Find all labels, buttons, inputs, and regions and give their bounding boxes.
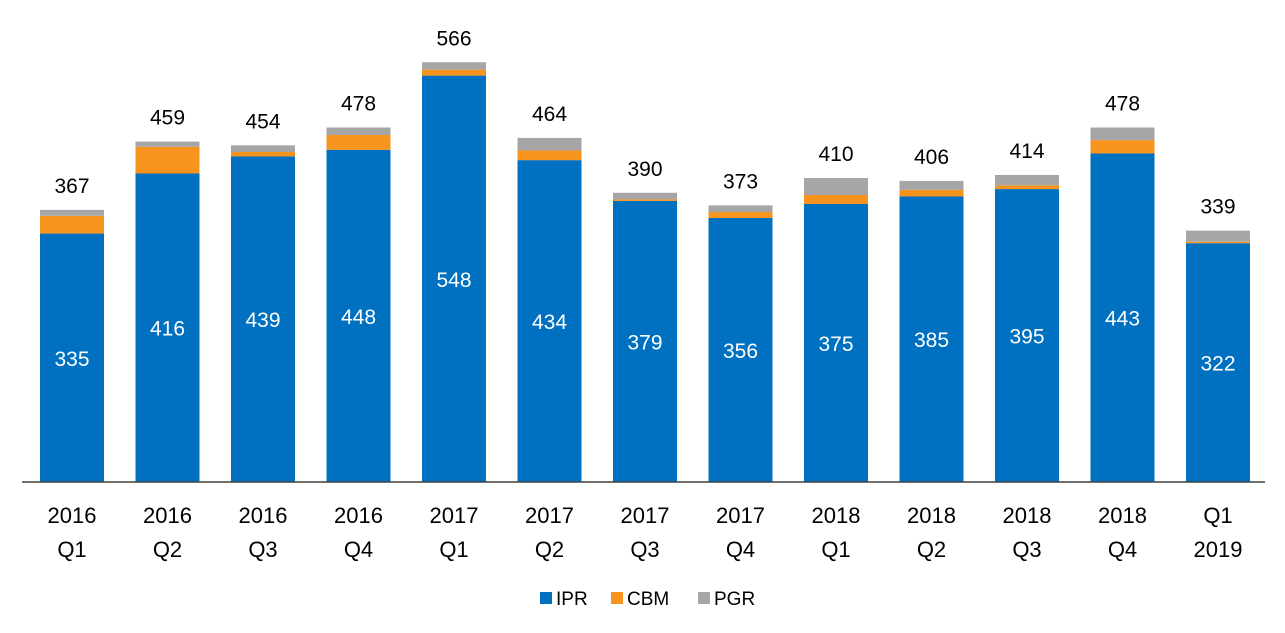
bar-segment-cbm — [613, 199, 677, 200]
total-value-label: 339 — [1200, 196, 1235, 219]
x-tick-label-line1: 2017 — [525, 503, 574, 528]
bar-segment-pgr — [40, 210, 104, 216]
segment-value-label: 548 — [436, 269, 471, 292]
x-tick-label-line2: Q4 — [726, 537, 755, 562]
x-tick-label-line1: 2016 — [48, 503, 97, 528]
total-value-label: 367 — [54, 175, 89, 198]
x-tick-label-line2: Q2 — [535, 537, 564, 562]
bar-segment-pgr — [1091, 128, 1155, 141]
segment-value-label: 443 — [1105, 308, 1140, 331]
total-value-label: 478 — [1105, 93, 1140, 116]
x-tick-label-line1: 2018 — [907, 503, 956, 528]
bar-segment-cbm — [422, 70, 486, 76]
x-tick-label-line2: Q2 — [153, 537, 182, 562]
x-tick-label-line2: Q3 — [630, 537, 659, 562]
segment-value-label: 434 — [532, 311, 567, 334]
total-value-label: 406 — [914, 146, 949, 169]
bar-segment-pgr — [709, 205, 773, 212]
bar-segment-cbm — [1091, 140, 1155, 153]
bar-segment-pgr — [327, 128, 391, 135]
x-tick-label-line2: Q1 — [439, 537, 468, 562]
legend-swatch-ipr — [540, 592, 552, 604]
x-tick-label-line2: Q3 — [248, 537, 277, 562]
legend-label-cbm: CBM — [627, 589, 669, 610]
x-tick-label-line1: 2016 — [239, 503, 288, 528]
x-tick-label-line2: Q4 — [1108, 537, 1137, 562]
x-tick-label-line1: 2018 — [812, 503, 861, 528]
segment-value-label: 335 — [54, 348, 89, 371]
legend-swatch-pgr — [698, 592, 710, 604]
bar-segment-pgr — [422, 62, 486, 69]
total-value-label: 414 — [1009, 140, 1044, 163]
segment-value-label: 395 — [1009, 326, 1044, 349]
segment-value-label: 356 — [723, 340, 758, 363]
total-value-label: 566 — [436, 27, 471, 50]
bar-segment-pgr — [231, 145, 295, 152]
legend-label-pgr: PGR — [714, 589, 755, 610]
x-tick-label-line2: 2019 — [1194, 537, 1243, 562]
bar-segment-cbm — [995, 185, 1059, 189]
bar-segment-pgr — [613, 193, 677, 200]
bar-segment-cbm — [900, 190, 964, 197]
x-tick-label-line2: Q2 — [917, 537, 946, 562]
x-tick-label-line2: Q3 — [1012, 537, 1041, 562]
bar-segment-cbm — [327, 135, 391, 150]
x-tick-label-line1: 2017 — [430, 503, 479, 528]
bar-segment-cbm — [1186, 242, 1250, 243]
x-tick-label-line1: Q1 — [1203, 503, 1232, 528]
total-value-label: 410 — [818, 143, 853, 166]
segment-value-label: 379 — [627, 331, 662, 354]
bar-segment-pgr — [995, 175, 1059, 185]
bars-layer — [40, 62, 1250, 482]
x-tick-label-line1: 2017 — [621, 503, 670, 528]
total-value-label: 464 — [532, 103, 567, 126]
segment-value-label: 448 — [341, 306, 376, 329]
bar-segment-cbm — [231, 152, 295, 156]
x-tick-label-line2: Q1 — [57, 537, 86, 562]
segment-value-label: 385 — [914, 329, 949, 352]
bar-segment-pgr — [518, 138, 582, 151]
total-value-label: 454 — [245, 110, 280, 133]
bar-segment-cbm — [518, 151, 582, 161]
x-tick-label-line1: 2018 — [1003, 503, 1052, 528]
x-tick-label-line1: 2017 — [716, 503, 765, 528]
category-labels: 2016 Q1 2016 Q2 2016 Q3 2016 Q4 2017 Q1 2017 Q2 2017… — [48, 503, 1243, 562]
legend-label-ipr: IPR — [556, 589, 588, 610]
segment-value-label: 322 — [1200, 353, 1235, 376]
legend-swatch-cbm — [611, 592, 623, 604]
x-tick-label-line2: Q4 — [344, 537, 373, 562]
x-tick-label-line2: Q1 — [821, 537, 850, 562]
bar-segment-pgr — [1186, 231, 1250, 242]
bar-segment-pgr — [804, 178, 868, 195]
total-value-label: 390 — [627, 158, 662, 181]
x-tick-label-line1: 2016 — [334, 503, 383, 528]
bar-segment-cbm — [136, 147, 200, 174]
bar-segment-pgr — [900, 181, 964, 190]
x-tick-label-line1: 2018 — [1098, 503, 1147, 528]
bar-segment-cbm — [40, 216, 104, 234]
segment-value-label: 375 — [818, 333, 853, 356]
segment-value-label: 416 — [150, 318, 185, 341]
bar-segment-cbm — [804, 195, 868, 204]
total-value-label: 459 — [150, 107, 185, 130]
segment-value-label: 439 — [245, 309, 280, 332]
x-tick-label-line1: 2016 — [143, 503, 192, 528]
total-value-label: 373 — [723, 170, 758, 193]
bar-segment-pgr — [136, 142, 200, 147]
total-value-label: 478 — [341, 93, 376, 116]
bar-segment-cbm — [709, 212, 773, 218]
legend: IPR CBM PGR — [540, 589, 755, 610]
